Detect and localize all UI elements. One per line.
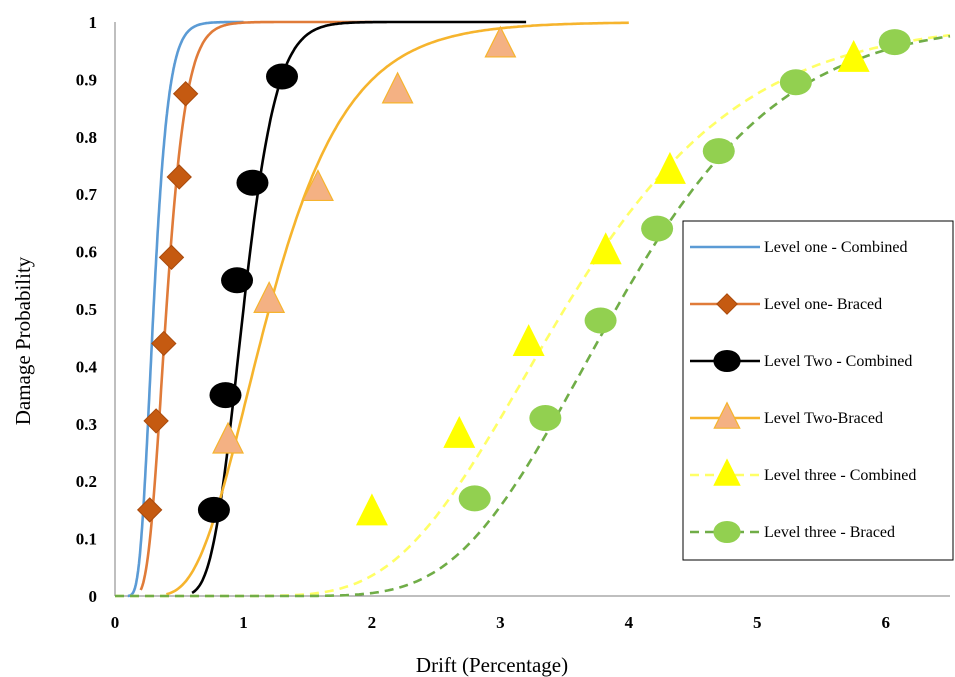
series-2-point — [158, 244, 185, 271]
series-line-4 — [166, 21, 629, 596]
series-2-point — [172, 81, 199, 107]
series-4-point — [253, 281, 286, 313]
series-2-point — [151, 330, 177, 357]
series-4-point — [381, 71, 414, 104]
y-tick-label: 0.5 — [76, 300, 97, 319]
series-6-point — [529, 405, 562, 432]
y-tick-label: 0 — [89, 587, 98, 606]
legend-label-2: Level one- Braced — [764, 296, 882, 313]
series-5-point — [653, 151, 686, 184]
legend-label-6: Level three - Braced — [764, 524, 895, 541]
series-6-point — [779, 69, 812, 96]
series-6-point — [878, 29, 911, 56]
legend-marker-5 — [713, 458, 741, 486]
legend-marker-6 — [713, 520, 741, 544]
y-tick-label: 0.9 — [76, 70, 97, 89]
series-5-point — [355, 493, 388, 526]
legend-label-1: Level one - Combined — [764, 239, 908, 256]
series-markers — [136, 25, 911, 526]
y-tick-label: 0.1 — [76, 530, 97, 549]
x-tick-label: 5 — [753, 613, 762, 632]
series-3-point — [221, 267, 254, 294]
series-3-point — [266, 63, 298, 90]
y-tick-label: 0.6 — [76, 243, 97, 262]
x-tick-label: 2 — [368, 613, 377, 632]
series-2-point — [143, 408, 169, 434]
x-tick-label: 1 — [239, 613, 248, 632]
legend-label-3: Level Two - Combined — [764, 353, 912, 370]
x-tick-label: 4 — [625, 613, 634, 632]
y-tick-label: 0.3 — [76, 415, 97, 434]
x-tick-label: 0 — [111, 613, 120, 632]
x-tick-label: 6 — [882, 613, 891, 632]
series-5-point — [837, 39, 870, 72]
series-5-point — [443, 415, 476, 448]
series-3-point — [236, 169, 269, 196]
x-axis-title: Drift (Percentage) — [416, 653, 568, 677]
series-6-point — [584, 307, 617, 334]
legend-box — [682, 220, 954, 561]
legend: Level one - Combined Level one- Braced Lev… — [682, 220, 954, 561]
series-3-point — [209, 382, 242, 409]
series-line-1 — [127, 20, 244, 598]
y-tick-label: 0.4 — [76, 357, 98, 376]
series-5-point — [589, 232, 622, 265]
x-tick-label: 3 — [496, 613, 505, 632]
x-tick-labels: 0 1 2 3 4 5 6 — [111, 613, 890, 632]
series-6-point — [641, 215, 674, 242]
series-4-point — [301, 169, 334, 202]
legend-marker-3 — [713, 349, 741, 373]
y-tick-label: 1 — [89, 13, 98, 32]
legend-label-4: Level Two-Braced — [764, 410, 883, 427]
series-4-point — [484, 25, 517, 58]
series-line-2 — [139, 20, 372, 591]
plot-area: 0 0.1 0.2 0.3 0.4 0.5 0.6 0.7 0.8 0.9 1 0 1 2 3 4 5 6 — [76, 13, 951, 632]
series-5-point — [512, 324, 545, 357]
y-tick-label: 0.8 — [76, 128, 97, 147]
y-tick-label: 0.7 — [76, 185, 98, 204]
legend-label-5: Level three - Combined — [764, 467, 916, 484]
series-6-point — [458, 485, 491, 512]
legend-marker-4 — [713, 401, 741, 429]
y-tick-labels: 0 0.1 0.2 0.3 0.4 0.5 0.6 0.7 0.8 0.9 1 — [76, 13, 98, 606]
series-2-point — [166, 164, 192, 190]
series-3-point — [197, 496, 230, 523]
series-4-point — [212, 421, 245, 454]
legend-marker-2 — [716, 293, 738, 315]
y-tick-label: 0.2 — [76, 472, 97, 491]
series-6-point — [702, 138, 735, 165]
series-2-point — [136, 497, 163, 523]
y-axis-title: Damage Probability — [11, 256, 35, 425]
